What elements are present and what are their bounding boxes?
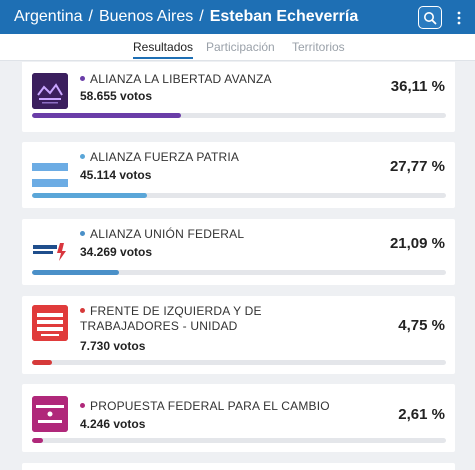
- search-icon: [424, 11, 437, 24]
- party-votes: 7.730 votos: [80, 339, 146, 353]
- percent-bar-fill: [32, 438, 43, 443]
- party-color-dot: [80, 231, 85, 236]
- search-button[interactable]: [418, 6, 442, 29]
- party-name: PROPUESTA FEDERAL PARA EL CAMBIO: [80, 399, 330, 413]
- party-color-dot: [80, 76, 85, 81]
- results-list: ALIANZA LA LIBERTAD AVANZA 58.655 votos …: [0, 62, 475, 470]
- fit-logo-icon: [32, 305, 68, 341]
- party-name-text: PROPUESTA FEDERAL PARA EL CAMBIO: [90, 399, 330, 413]
- percent-bar-fill: [32, 270, 120, 275]
- lla-logo-icon: [32, 73, 68, 109]
- percent-bar: [32, 360, 446, 365]
- breadcrumb-province[interactable]: Buenos Aires: [98, 8, 194, 25]
- party-logo: [32, 157, 68, 193]
- party-votes: 45.114 votos: [80, 168, 152, 182]
- argentina-flag-icon: [32, 163, 68, 187]
- breadcrumb-separator: /: [199, 8, 204, 25]
- percent-bar-fill: [32, 113, 182, 118]
- party-name: ALIANZA UNIÓN FEDERAL: [80, 227, 244, 241]
- result-card[interactable]: FRENTE DE IZQUIERDA Y DE TRABAJADORES - …: [22, 296, 455, 374]
- party-name: FRENTE DE IZQUIERDA Y DE TRABAJADORES - …: [80, 304, 355, 334]
- party-percent: 36,11 %: [390, 78, 445, 95]
- percent-bar: [32, 438, 446, 443]
- party-name-text: ALIANZA UNIÓN FEDERAL: [90, 227, 245, 241]
- breadcrumb-separator: /: [88, 8, 93, 25]
- result-card[interactable]: PROPUESTA FEDERAL PARA EL CAMBIO 4.246 v…: [22, 384, 455, 452]
- party-votes: 58.655 votos: [80, 89, 153, 103]
- percent-bar-fill: [32, 360, 52, 365]
- percent-bar: [32, 113, 446, 118]
- percent-bar: [32, 270, 446, 275]
- tabs-bar: Resultados Participación Territorios: [0, 34, 475, 61]
- party-logo: [32, 396, 68, 432]
- party-votes: 4.246 votos: [80, 417, 146, 431]
- result-card[interactable]: ALIANZA FUERZA PATRIA 45.114 votos 27,77…: [22, 142, 455, 208]
- party-color-dot: [80, 154, 85, 159]
- party-name: ALIANZA FUERZA PATRIA: [80, 150, 239, 164]
- party-percent: 4,75 %: [398, 317, 445, 334]
- party-percent: 2,61 %: [398, 406, 445, 423]
- top-bar: Argentina / Buenos Aires / Esteban Echev…: [0, 0, 475, 34]
- more-options-button[interactable]: [452, 6, 466, 29]
- party-logo: [32, 233, 68, 269]
- pfc-logo-icon: [32, 396, 68, 432]
- party-logo: [32, 305, 68, 341]
- tab-territorios[interactable]: Territorios: [292, 40, 345, 54]
- result-card[interactable]: ALIANZA UNIÓN FEDERAL 34.269 votos 21,09…: [22, 219, 455, 285]
- party-percent: 21,09 %: [389, 235, 445, 252]
- breadcrumb: Argentina / Buenos Aires / Esteban Echev…: [14, 8, 358, 26]
- percent-bar-fill: [32, 193, 147, 198]
- result-card[interactable]: ALIANZA LA LIBERTAD AVANZA 58.655 votos …: [22, 62, 455, 132]
- tab-participacion[interactable]: Participación: [206, 40, 275, 54]
- union-federal-logo-icon: [32, 239, 68, 263]
- result-card[interactable]: [22, 463, 455, 470]
- party-name-text: FRENTE DE IZQUIERDA Y DE TRABAJADORES - …: [80, 304, 262, 333]
- party-logo: [32, 73, 68, 109]
- party-name-text: ALIANZA FUERZA PATRIA: [90, 150, 240, 164]
- percent-bar: [32, 193, 446, 198]
- party-color-dot: [80, 403, 85, 408]
- party-percent: 27,77 %: [389, 158, 445, 175]
- party-color-dot: [80, 308, 85, 313]
- breadcrumb-district: Esteban Echeverría: [209, 8, 359, 25]
- tab-resultados[interactable]: Resultados: [133, 40, 194, 59]
- party-name-text: ALIANZA LA LIBERTAD AVANZA: [90, 72, 272, 86]
- party-name: ALIANZA LA LIBERTAD AVANZA: [80, 72, 272, 86]
- party-votes: 34.269 votos: [80, 245, 153, 259]
- breadcrumb-country[interactable]: Argentina: [14, 8, 83, 25]
- more-vertical-icon: [457, 11, 461, 24]
